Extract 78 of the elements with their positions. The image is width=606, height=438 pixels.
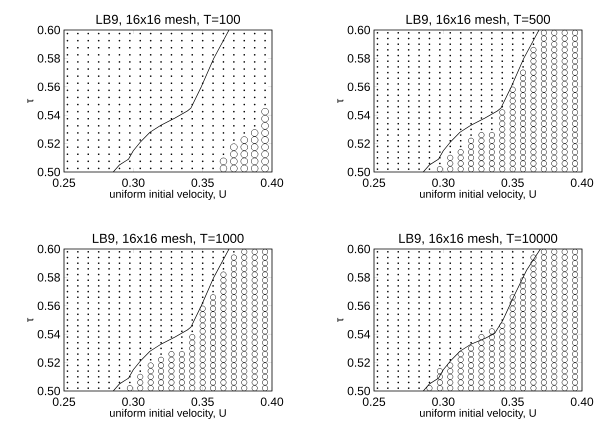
y-tick-label: 0.58 <box>38 273 60 282</box>
y-tick-label: 0.54 <box>38 330 60 338</box>
x-tick-label: 0.30 <box>122 398 145 406</box>
y-tick-label: 0.56 <box>38 302 60 310</box>
x-tick-label: 0.25 <box>362 178 386 187</box>
y-tick-label: 0.60 <box>38 26 60 34</box>
x-tick-label: 0.40 <box>570 178 594 187</box>
point <box>251 164 258 172</box>
point <box>220 158 228 166</box>
y-tick-label: 0.56 <box>348 302 370 310</box>
y-tick-label: 0.58 <box>348 54 370 63</box>
y-axis-title: τ <box>27 98 34 104</box>
y-tick-label: 0.56 <box>38 82 60 92</box>
y-tick-label: 0.52 <box>348 358 370 367</box>
y-axis-title: τ <box>27 318 34 322</box>
point <box>220 164 228 172</box>
y-tick-label: 0.60 <box>348 244 370 254</box>
y-tick-label: 0.58 <box>38 54 60 63</box>
x-tick-label: 0.40 <box>260 178 284 187</box>
y-tick-label: 0.54 <box>38 110 60 120</box>
point <box>251 143 258 151</box>
y-tick-label: 0.52 <box>38 139 60 148</box>
y-tick-label: 0.56 <box>348 82 370 92</box>
x-tick-label: 0.35 <box>502 178 524 187</box>
point <box>261 115 269 122</box>
chart-title: LB9, 16x16 mesh, T=100 <box>96 14 240 26</box>
point <box>251 136 258 144</box>
x-tick-label: 0.30 <box>432 178 455 187</box>
point <box>261 136 269 144</box>
point <box>230 158 238 166</box>
chart-title: LB9, 16x16 mesh, T=1000 <box>92 233 244 244</box>
point <box>240 150 248 158</box>
x-tick-label: 0.25 <box>52 178 76 187</box>
y-axis-title: τ <box>337 318 344 322</box>
y-tick-label: 0.52 <box>38 358 60 367</box>
y-tick-label: 0.50 <box>348 168 370 176</box>
y-tick-label: 0.60 <box>348 26 370 34</box>
point <box>251 158 258 166</box>
point <box>261 129 269 137</box>
point <box>230 164 238 172</box>
point <box>240 143 248 151</box>
x-tick-label: 0.40 <box>570 398 594 406</box>
point <box>261 108 269 116</box>
y-tick-label: 0.54 <box>348 330 370 338</box>
x-tick-label: 0.25 <box>52 398 76 406</box>
x-tick-label: 0.30 <box>432 398 455 406</box>
x-axis-title: uniform initial velocity, U <box>420 408 536 420</box>
x-tick-label: 0.35 <box>502 398 524 406</box>
point <box>261 122 269 130</box>
x-tick-label: 0.35 <box>192 178 214 187</box>
x-tick-label: 0.35 <box>192 398 214 406</box>
point <box>261 158 269 166</box>
point <box>240 136 248 144</box>
point <box>261 150 269 158</box>
point <box>230 143 238 151</box>
point <box>240 158 248 166</box>
x-tick-label: 0.40 <box>260 398 284 406</box>
x-axis-title: uniform initial velocity, U <box>420 190 536 200</box>
point <box>251 129 258 137</box>
x-tick-label: 0.30 <box>122 178 145 187</box>
point <box>261 143 269 151</box>
chart-title: LB9, 16x16 mesh, T=10000 <box>399 233 558 244</box>
point <box>230 150 238 158</box>
point <box>251 150 258 158</box>
y-tick-label: 0.60 <box>38 244 60 254</box>
y-tick-label: 0.58 <box>348 273 370 282</box>
point <box>261 164 269 172</box>
y-tick-label: 0.52 <box>348 139 370 148</box>
point <box>240 164 248 172</box>
y-tick-label: 0.54 <box>348 110 370 120</box>
y-tick-label: 0.50 <box>348 386 370 396</box>
y-tick-label: 0.50 <box>38 386 60 396</box>
y-tick-label: 0.50 <box>38 168 60 176</box>
chart-title: LB9, 16x16 mesh, T=500 <box>406 14 550 26</box>
x-axis-title: uniform initial velocity, U <box>110 408 226 420</box>
x-axis-title: uniform initial velocity, U <box>110 190 226 200</box>
y-axis-title: τ <box>337 98 344 104</box>
x-tick-label: 0.25 <box>362 398 386 406</box>
